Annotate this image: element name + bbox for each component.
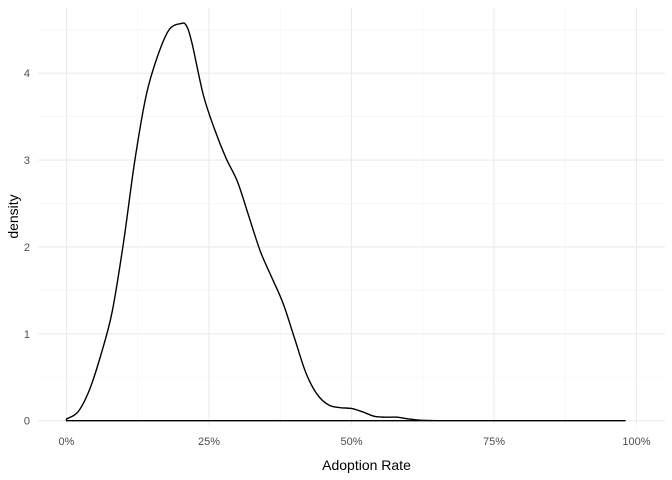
- y-tick-label: 0: [24, 416, 30, 428]
- series-layer: [65, 22, 626, 422]
- y-tick-labels: 0 1 2 3 4: [24, 68, 30, 428]
- x-tick-label: 25%: [198, 436, 220, 448]
- x-tick-label: 100%: [622, 436, 650, 448]
- y-axis-title: density: [5, 194, 21, 238]
- density-curve: [65, 22, 626, 422]
- x-tick-label: 50%: [340, 436, 362, 448]
- y-tick-label: 1: [24, 329, 30, 341]
- x-tick-label: 75%: [483, 436, 505, 448]
- y-tick-label: 4: [24, 68, 30, 80]
- x-tick-labels: 0% 25% 50% 75% 100%: [59, 436, 651, 448]
- x-tick-label: 0%: [59, 436, 75, 448]
- grid: [38, 8, 665, 425]
- x-axis-title: Adoption Rate: [322, 457, 411, 473]
- y-tick-label: 3: [24, 155, 30, 167]
- y-tick-label: 2: [24, 242, 30, 254]
